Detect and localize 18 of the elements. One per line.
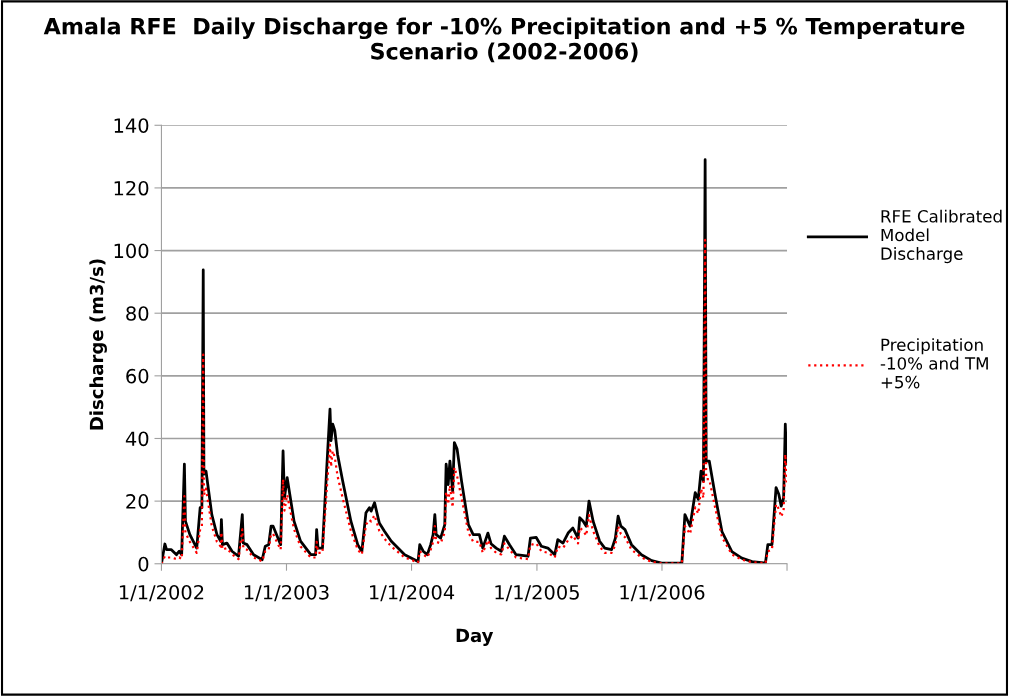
y-axis-title: Discharge (m3/s) (89, 259, 107, 430)
chart-title: Amala RFE Daily Discharge for -10% Precipitation and +5 % Temperature Scenario (2002-2006) (43, 17, 965, 63)
y-tick-label: 60 (126, 368, 149, 384)
x-tick-label: 1/1/2002 (119, 584, 204, 602)
y-tick-label: 40 (125, 431, 149, 447)
y-tick-label: 120 (114, 180, 149, 196)
x-tick-label: 1/1/2004 (370, 584, 455, 602)
x-tick-label: 1/1/2003 (244, 584, 329, 602)
x-tick-label: 1/1/2006 (620, 584, 705, 602)
y-tick-label: 100 (114, 243, 149, 259)
y-tick-label: 80 (126, 306, 149, 321)
x-axis-title: Day (456, 628, 494, 646)
legend-label: Precipitation -10% and TM +5% (880, 338, 988, 389)
y-tick-label: 20 (126, 494, 149, 509)
legend-label: RFE Calibrated Model Discharge (881, 209, 1002, 264)
x-tick-label: 1/1/2005 (495, 584, 579, 602)
y-tick-label: 140 (114, 118, 149, 133)
y-tick-label: 0 (138, 556, 149, 572)
